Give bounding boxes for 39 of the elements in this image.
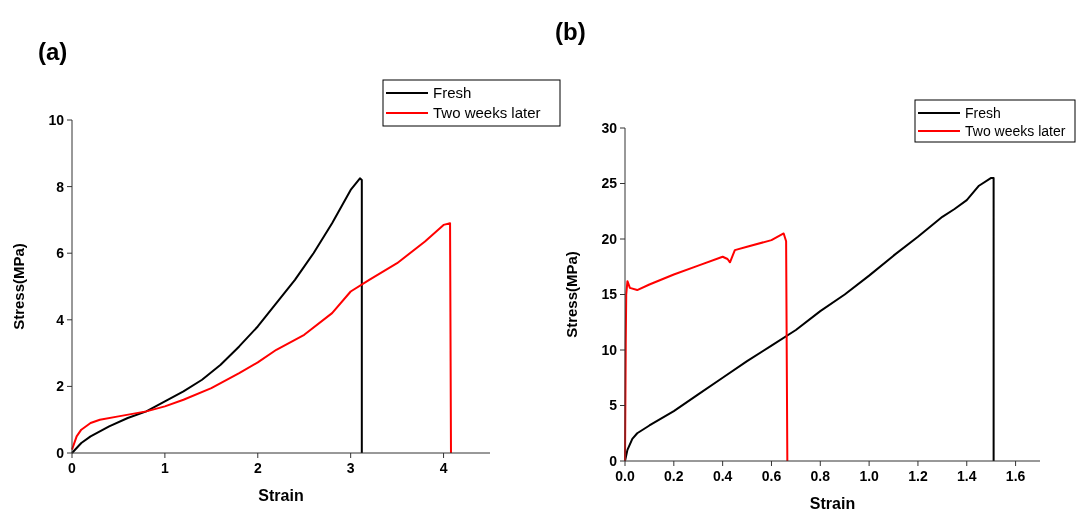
y-tick-label: 30 xyxy=(601,119,618,136)
x-tick-label: 1.6 xyxy=(1005,468,1026,484)
x-tick-label: 0.4 xyxy=(712,468,733,484)
x-tick-label: 0 xyxy=(68,460,77,476)
y-tick-label: 8 xyxy=(56,178,65,195)
x-tick-label: 0.6 xyxy=(761,468,782,484)
x-tick-label: 1.0 xyxy=(859,468,880,484)
line-series xyxy=(71,222,452,454)
y-tick-label: 5 xyxy=(609,397,618,414)
x-tick-label: 4 xyxy=(439,460,448,476)
y-tick-label: 0 xyxy=(56,444,65,461)
y-tick-label: 15 xyxy=(601,286,618,303)
x-tick-label: 1.2 xyxy=(908,468,928,484)
y-tick-label: 4 xyxy=(56,311,65,328)
y-tick-label: 25 xyxy=(601,175,618,192)
x-tick-label: 2 xyxy=(253,460,262,476)
x-tick-label: 0.0 xyxy=(615,468,635,484)
legend-label: Two weeks later xyxy=(965,122,1066,139)
x-axis-title: Strain xyxy=(809,495,856,512)
x-tick-label: 0.2 xyxy=(664,468,684,484)
chart-title: (a) xyxy=(38,38,68,65)
y-tick-label: 2 xyxy=(56,378,65,395)
y-axis-title: Stress(MPa) xyxy=(563,251,580,338)
y-tick-label: 10 xyxy=(601,341,618,358)
y-tick-label: 20 xyxy=(601,230,618,247)
x-axis-title: Strain xyxy=(258,487,304,504)
legend-label: Two weeks later xyxy=(433,104,541,122)
legend-label: Fresh xyxy=(433,84,472,102)
x-tick-label: 0.8 xyxy=(810,468,831,484)
y-tick-label: 10 xyxy=(48,111,65,128)
x-tick-label: 1.4 xyxy=(957,468,977,484)
line-series xyxy=(624,176,995,462)
y-axis-title: Stress(MPa) xyxy=(10,243,27,330)
legend-label: Fresh xyxy=(965,104,1001,121)
x-tick-label: 3 xyxy=(346,460,355,476)
line-series xyxy=(71,177,363,454)
x-tick-label: 1 xyxy=(160,460,169,476)
y-tick-label: 6 xyxy=(56,245,65,262)
chart-title: (b) xyxy=(555,18,586,45)
